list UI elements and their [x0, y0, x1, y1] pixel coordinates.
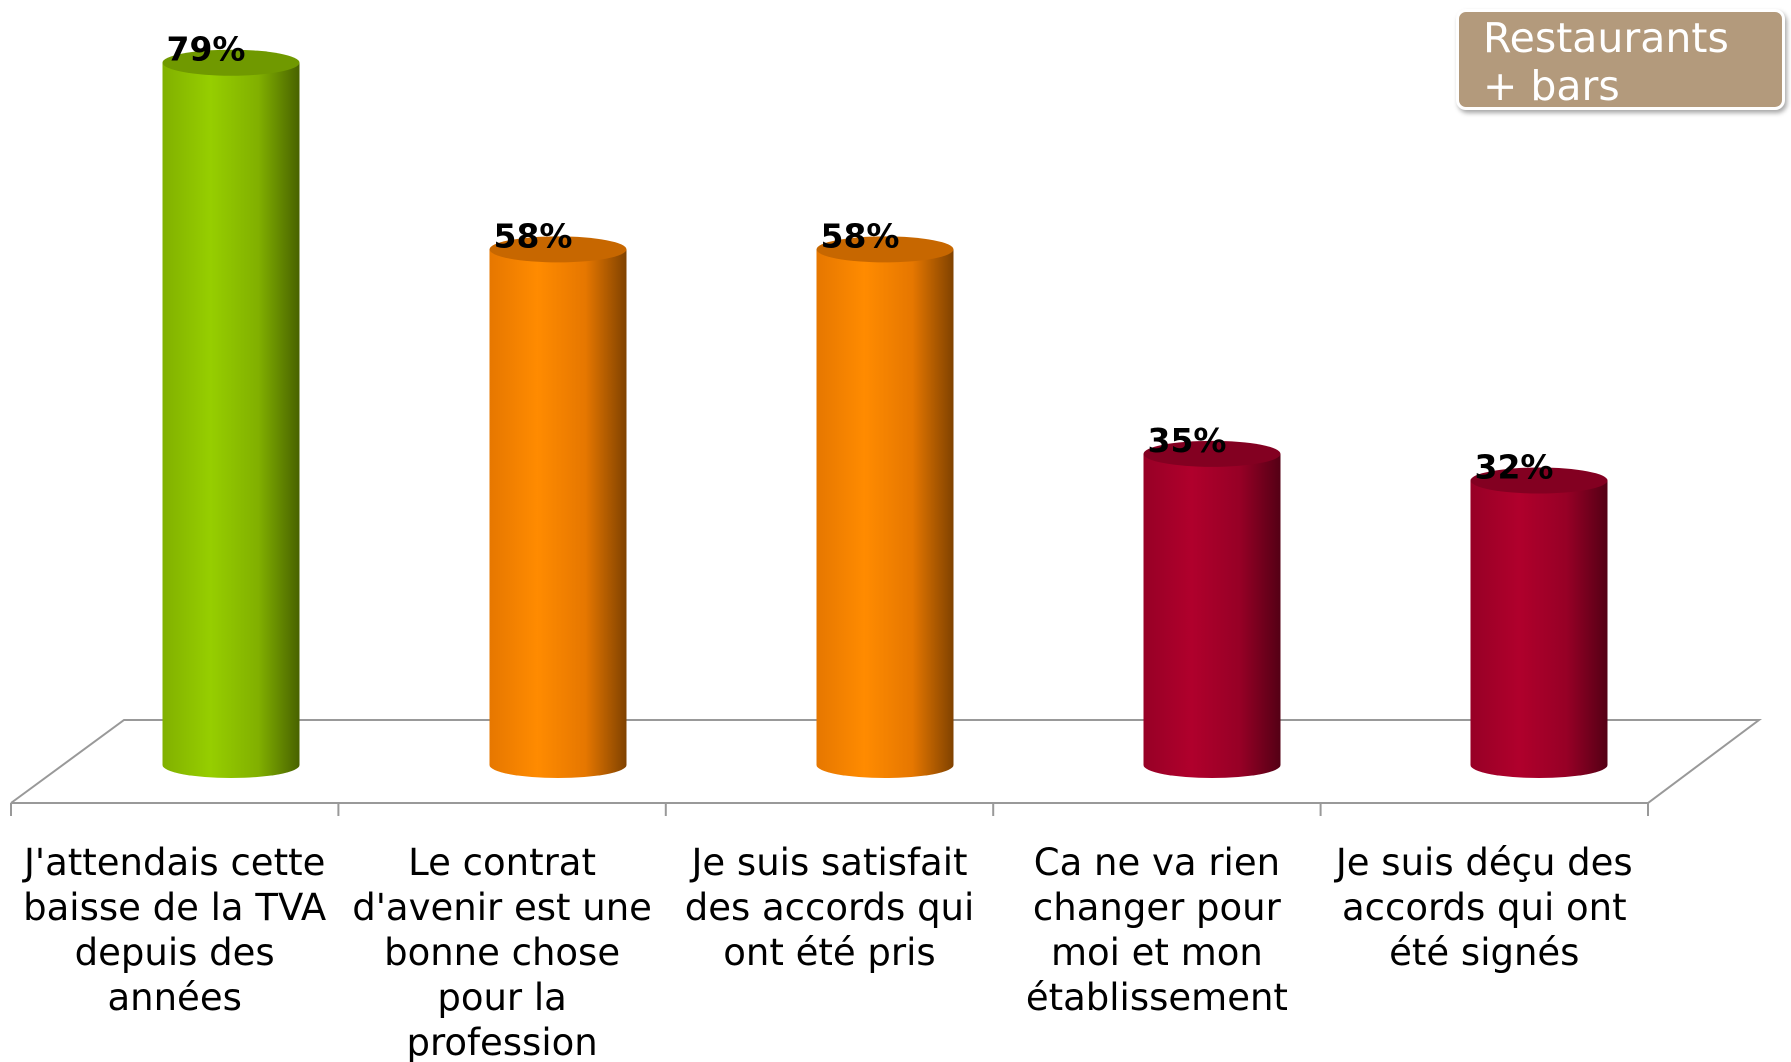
value-label: 35% [1148, 421, 1227, 460]
value-label: 58% [821, 216, 900, 255]
x-tick-label: Le contrat d'avenir est une bonne chose … [352, 841, 652, 1062]
value-label: 58% [494, 216, 573, 255]
bar-top [1143, 440, 1281, 467]
bar-top [489, 236, 627, 263]
bar-top [816, 236, 954, 263]
bar-top [1470, 467, 1608, 494]
value-label: 79% [167, 30, 246, 69]
bar [489, 249, 627, 765]
annotation: Restaurants + bars [1483, 14, 1729, 110]
x-tick-label: Je suis satisfait des accords qui ont ét… [684, 841, 975, 974]
bar [816, 249, 954, 765]
bar-top [162, 49, 300, 76]
x-tick-label: J'attendais cette baisse de la TVA depui… [23, 841, 327, 1019]
bar [1470, 480, 1608, 765]
value-label: 32% [1475, 448, 1554, 487]
x-tick-label: Je suis déçu des accords qui ont été sig… [1335, 841, 1633, 974]
bar [1143, 453, 1281, 765]
x-tick-label: Ca ne va rien changer pour moi et mon ét… [1025, 841, 1288, 1019]
bar [162, 62, 300, 765]
floor [10, 719, 1763, 804]
legend-badge: Restaurants + bars [1456, 9, 1785, 110]
